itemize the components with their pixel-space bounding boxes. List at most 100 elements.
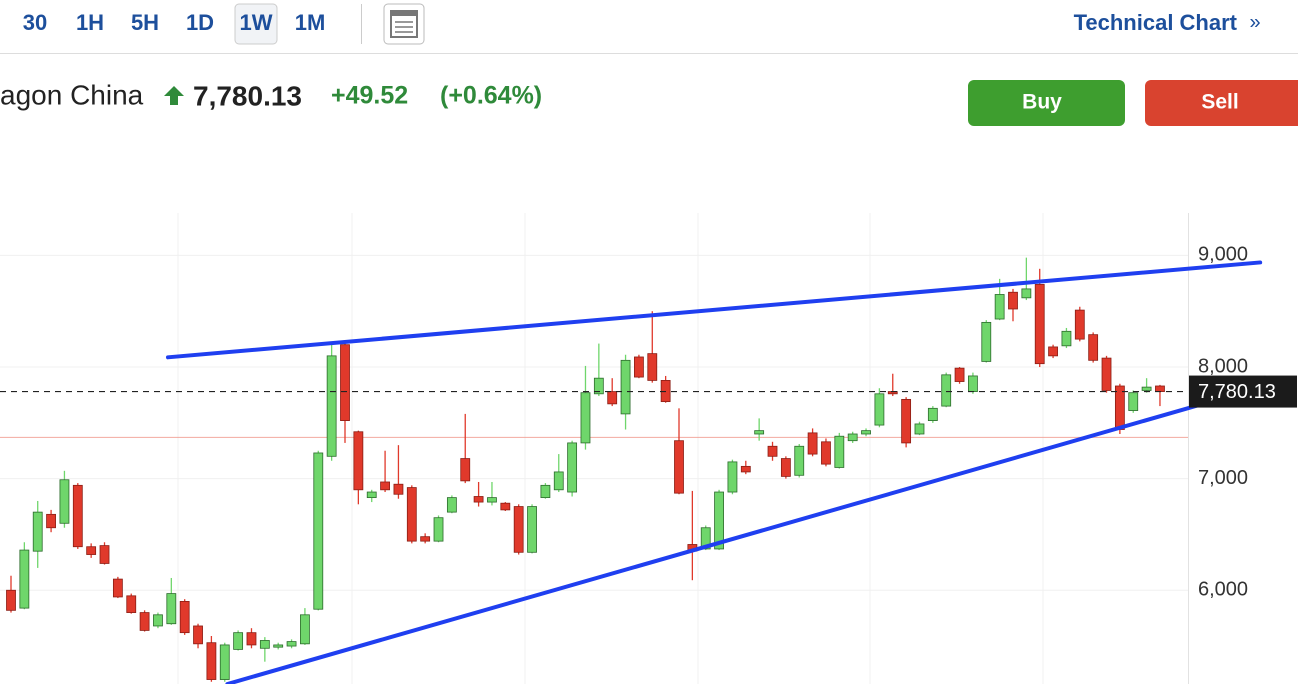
instrument-name: agon China	[0, 79, 144, 110]
layout-icon[interactable]	[383, 3, 425, 45]
candle-body	[179, 601, 190, 634]
candle-body	[553, 471, 564, 491]
candle-body	[620, 359, 631, 415]
change-pct: (+0.64%)	[440, 82, 542, 110]
candle-body	[527, 506, 537, 553]
candle-body	[487, 497, 497, 503]
candle-body	[446, 497, 457, 513]
candle-body	[300, 614, 310, 645]
candle-body	[847, 433, 858, 442]
candle-body	[366, 491, 377, 499]
candle-body	[540, 484, 551, 499]
buy-button[interactable]: Buy	[968, 80, 1125, 126]
candle-body	[754, 430, 765, 435]
candle-body	[500, 502, 511, 511]
candle-body	[219, 644, 230, 680]
technical-chart-link[interactable]: Technical Chart	[1074, 10, 1238, 35]
candle-body	[1114, 385, 1125, 430]
price: 7,780.13	[193, 80, 302, 111]
last-price-label: 7,780.13	[1198, 381, 1276, 403]
candle-body	[513, 506, 524, 553]
link-icon[interactable]: »	[1249, 11, 1260, 33]
candle-body	[1061, 330, 1072, 347]
candle-body	[6, 589, 16, 611]
candle-body	[273, 644, 284, 648]
candle-body	[807, 432, 818, 455]
candle-body	[139, 612, 150, 631]
candle-body	[700, 527, 711, 550]
candle-body	[32, 511, 43, 552]
timeframe-button[interactable]: 30	[23, 10, 47, 35]
y-tick-label: 8,000	[1198, 355, 1248, 377]
candle-body	[1034, 284, 1045, 365]
candle-body	[206, 642, 217, 680]
sell-label: Sell	[1201, 91, 1238, 114]
timeframe-button[interactable]: 1M	[295, 10, 326, 35]
candle-body	[901, 398, 912, 444]
candle-body	[834, 435, 845, 468]
candle-body	[313, 452, 324, 610]
candle-body	[72, 484, 83, 548]
candle-body	[46, 513, 56, 529]
candle-body	[994, 294, 1005, 320]
candle-body	[821, 441, 831, 465]
sell-button[interactable]: Sell	[1145, 80, 1298, 126]
candle-body	[593, 377, 604, 395]
change: +49.52	[331, 82, 408, 110]
candle-body	[406, 487, 417, 542]
candle-body	[153, 614, 163, 627]
y-tick-label: 6,000	[1198, 579, 1248, 601]
timeframe-button[interactable]: 5H	[131, 10, 159, 35]
candle-body	[861, 430, 871, 435]
candle-body	[567, 442, 578, 493]
candle-body	[193, 625, 203, 645]
candle-body	[340, 344, 350, 421]
candle-body	[433, 517, 444, 542]
candle-body	[393, 483, 404, 495]
chart: 6,000 7,000 8,000 9,000 7,780.13	[0, 213, 1297, 684]
candle-body	[580, 392, 591, 444]
candle-body	[420, 536, 431, 542]
candle-body	[927, 407, 938, 421]
timeframe-button[interactable]: 1D	[186, 10, 214, 35]
candle-body	[1128, 392, 1139, 411]
y-tick-label: 7,000	[1198, 467, 1248, 489]
y-tick-label: 9,000	[1198, 244, 1248, 266]
candle-body	[166, 593, 177, 625]
last-price-tag	[1189, 375, 1297, 408]
candle-body	[326, 355, 337, 457]
buy-bg	[968, 80, 1125, 126]
candle-body	[380, 481, 390, 491]
candle-body	[1048, 346, 1058, 357]
timeframe-button[interactable]: 1W	[240, 10, 273, 35]
candle-body	[19, 549, 30, 609]
up-arrow	[164, 86, 184, 105]
candle-body	[112, 578, 123, 598]
candle-body	[1141, 386, 1152, 391]
candle-body	[634, 356, 644, 378]
candle-body	[1008, 291, 1018, 310]
candle-body	[727, 461, 738, 493]
candle-body	[246, 632, 257, 646]
candle-body	[674, 440, 684, 494]
sell-bg	[1145, 80, 1298, 126]
candle-body	[794, 445, 805, 476]
candle-body	[126, 595, 137, 613]
candle-body	[981, 321, 992, 362]
candle-body	[473, 496, 484, 503]
candle-body	[1155, 385, 1165, 392]
candle-body	[353, 431, 364, 491]
candle-body	[941, 374, 952, 407]
candle-body	[286, 641, 297, 647]
candle-body	[740, 465, 751, 473]
candle-body	[1101, 357, 1112, 391]
candle-body	[968, 375, 978, 392]
candle-body	[914, 423, 925, 435]
candle-body	[460, 458, 471, 482]
candle-body	[780, 458, 791, 477]
candle-body	[714, 491, 724, 550]
candle-body	[1074, 309, 1085, 340]
candle-body	[99, 545, 110, 564]
candle-body	[86, 546, 97, 555]
timeframe-button[interactable]: 1H	[76, 10, 104, 35]
